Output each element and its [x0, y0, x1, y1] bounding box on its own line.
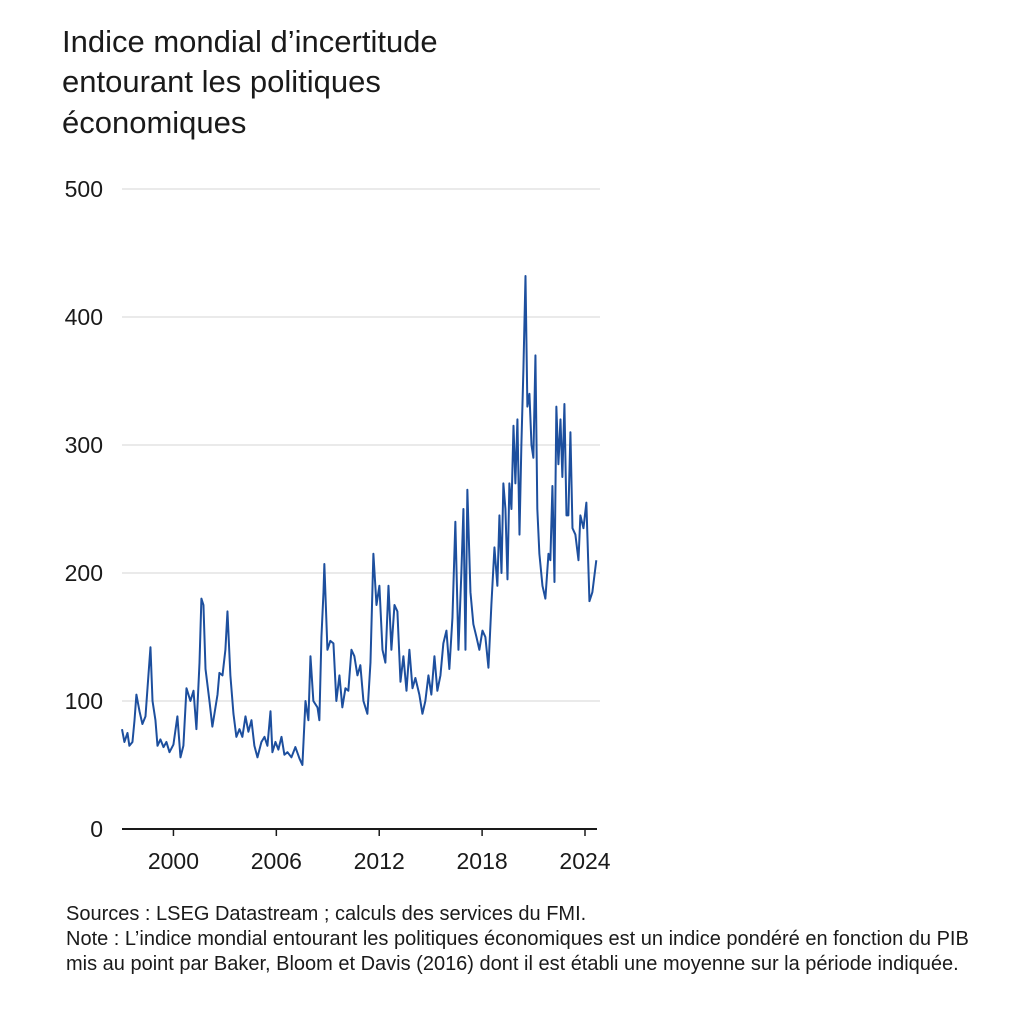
chart-title: entourant les politiques: [62, 64, 381, 99]
x-tick-label: 2018: [457, 848, 508, 874]
y-tick-label: 300: [65, 432, 103, 458]
x-tick-label: 2012: [354, 848, 405, 874]
y-tick-label: 0: [90, 816, 103, 842]
notes: Sources : LSEG Datastream ; calculs des …: [66, 902, 996, 977]
source-note: Sources : LSEG Datastream ; calculs des …: [66, 903, 587, 925]
y-tick-label: 100: [65, 688, 103, 714]
line-series: [121, 275, 598, 766]
note: Note : L’indice mondial entourant les po…: [66, 928, 969, 975]
chart-title: Indice mondial d’incertitude: [62, 24, 438, 59]
chart: Indice mondial d’incertitude entourant l…: [62, 24, 611, 874]
y-tick-label: 200: [65, 560, 103, 586]
x-tick-label: 2024: [559, 848, 610, 874]
x-tick-label: 2000: [148, 848, 199, 874]
chart-title: économiques: [62, 105, 246, 140]
y-tick-label: 400: [65, 304, 103, 330]
x-tick-label: 2006: [251, 848, 302, 874]
y-tick-label: 500: [65, 176, 103, 202]
